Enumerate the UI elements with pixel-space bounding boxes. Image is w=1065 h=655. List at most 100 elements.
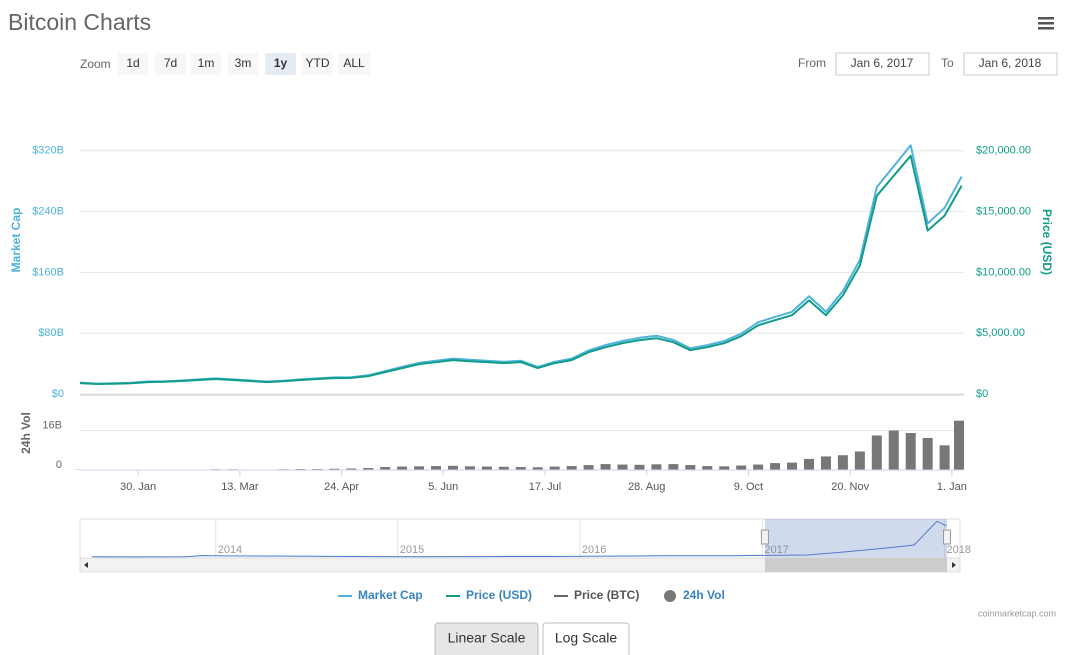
volume-bar (888, 430, 899, 470)
scrollbar-track (79, 557, 961, 573)
volume-bar (651, 464, 662, 470)
volume-bar (515, 467, 526, 470)
zoom-button-label: 1d (126, 56, 139, 70)
legend-symbol (664, 590, 676, 602)
scale-button-label: Log Scale (555, 630, 617, 646)
volume-bar (634, 464, 645, 470)
page-title: Bitcoin Charts (8, 9, 151, 35)
navigator-frame (79, 518, 961, 559)
volume-bar (329, 468, 340, 470)
y-tick-label: 16B (42, 419, 62, 431)
y2-tick-label: $0 (976, 388, 988, 400)
credit: coinmarketcap.com (978, 608, 1056, 618)
volume-bar (414, 466, 425, 470)
y-tick-label: $80B (38, 327, 64, 339)
volume-bar (803, 458, 814, 470)
volume-bar (397, 466, 408, 470)
navigator-handle[interactable] (760, 529, 769, 545)
volume-bar (871, 435, 882, 470)
navigator-tick-label: 2017 (764, 544, 788, 556)
volume-bar (431, 466, 442, 470)
volume-bar (447, 465, 458, 470)
from-input[interactable] (835, 52, 930, 76)
volume-bar (566, 466, 577, 470)
scrollbar-arrow[interactable] (84, 562, 88, 568)
y2-tick-label: $5,000.00 (976, 327, 1025, 339)
volume-bar (549, 466, 560, 470)
navigator-tick-label: 2014 (218, 544, 242, 556)
navigator-handle[interactable] (943, 529, 951, 545)
zoom-button-label: YTD (306, 56, 330, 70)
navigator-selection (764, 519, 947, 558)
scale-button-label: Linear Scale (448, 630, 526, 646)
volume-bar (464, 466, 475, 470)
zoom-button-label: 7d (164, 56, 177, 70)
legend-label[interactable]: Price (BTC) (574, 588, 639, 602)
legend-label[interactable]: Market Cap (358, 588, 423, 602)
menu-icon[interactable] (1038, 17, 1054, 30)
menu-bar (1038, 22, 1054, 25)
navigator-tick-label: 2018 (947, 544, 971, 556)
volume-bar (363, 468, 374, 470)
volume-bar (583, 465, 594, 470)
volume-bar (685, 465, 696, 470)
y2-tick-label: $15,000.00 (976, 206, 1031, 218)
volume-bar (532, 467, 543, 470)
zoom-button[interactable] (265, 53, 296, 75)
x-tick-label: 24. Apr (324, 481, 359, 493)
volume-bar (617, 464, 628, 470)
volume-bar (668, 464, 679, 470)
volume-bar (787, 462, 798, 470)
volume-bar (481, 466, 492, 470)
zoom-button-label: 1y (274, 56, 288, 70)
menu-bar (1038, 17, 1054, 20)
series-line (79, 154, 963, 385)
y-tick-label: $160B (32, 266, 64, 278)
legend-label[interactable]: Price (USD) (466, 588, 532, 602)
series-line (79, 144, 963, 385)
volume-bar (954, 420, 964, 470)
x-tick-label: 28. Aug (628, 481, 665, 493)
volume-bar (820, 456, 831, 470)
y-tick-label: $0 (52, 388, 64, 400)
zoom-button-label: 3m (235, 56, 252, 70)
to-value: Jan 6, 2018 (979, 56, 1042, 70)
volume-bar (854, 451, 865, 470)
y2-tick-label: $10,000.00 (976, 266, 1031, 278)
volume-bar (939, 445, 950, 470)
scrollbar-arrow[interactable] (952, 562, 956, 568)
zoom-button[interactable] (302, 53, 333, 75)
y2-axis-label: Price (USD) (1040, 209, 1054, 275)
x-tick-label: 20. Nov (831, 481, 869, 493)
volume-bar (600, 464, 611, 470)
scale-button[interactable] (542, 622, 630, 655)
volume-bar (736, 465, 747, 470)
menu-bar (1038, 27, 1054, 30)
scrollbar-thumb[interactable] (764, 558, 947, 572)
zoom-button[interactable] (338, 53, 370, 75)
navigator-tick-label: 2016 (582, 544, 606, 556)
y-tick-label: $320B (32, 145, 64, 157)
navigator-line (91, 520, 947, 558)
volume-bar (905, 433, 916, 470)
zoom-button[interactable] (155, 53, 186, 75)
volume-bar (922, 437, 933, 470)
zoom-button[interactable] (228, 53, 258, 75)
volume-bar (719, 466, 730, 470)
zoom-button[interactable] (191, 53, 221, 75)
x-tick-label: 5. Jun (428, 481, 458, 493)
volume-bar (498, 466, 509, 470)
to-label: To (941, 56, 954, 70)
x-tick-label: 1. Jan (937, 481, 967, 493)
zoom-button[interactable] (118, 53, 148, 75)
scale-button[interactable] (434, 622, 539, 655)
to-input[interactable] (963, 52, 1058, 76)
volume-bar (770, 463, 781, 470)
legend-label[interactable]: 24h Vol (683, 588, 725, 602)
from-value: Jan 6, 2017 (851, 56, 914, 70)
volume-bar (346, 468, 357, 470)
y-axis-label: 24h Vol (19, 412, 33, 454)
x-tick-label: 13. Mar (221, 481, 259, 493)
from-label: From (798, 56, 826, 70)
